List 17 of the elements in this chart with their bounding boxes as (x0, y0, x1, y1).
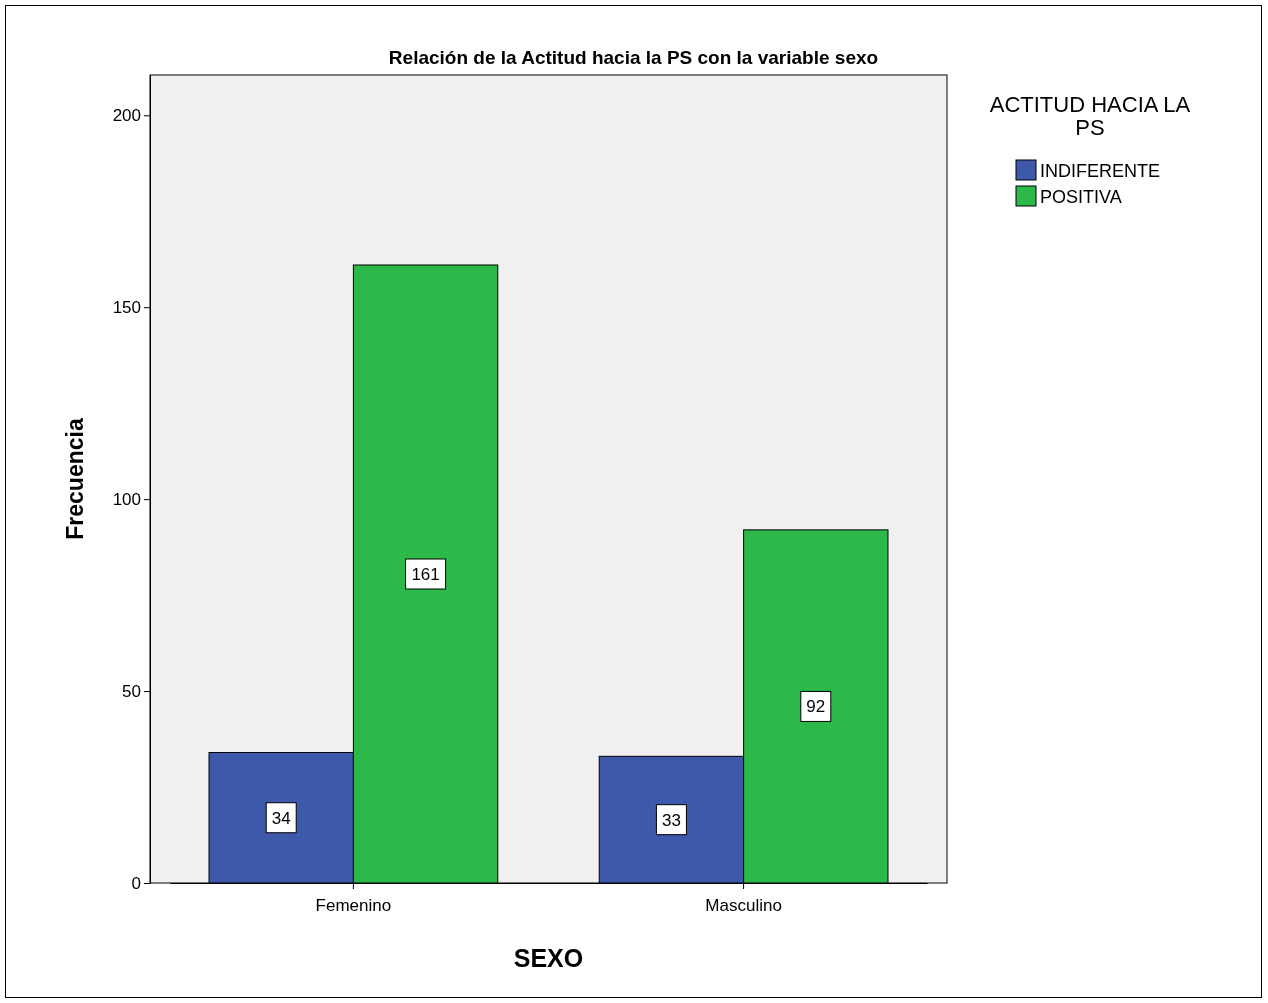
y-tick-label: 50 (122, 682, 141, 702)
data-label: 92 (806, 697, 826, 717)
legend-label: INDIFERENTE (1040, 161, 1161, 181)
legend-label: POSITIVA (1040, 187, 1122, 207)
data-label: 161 (411, 565, 440, 584)
data-label: 33 (661, 810, 681, 830)
y-tick-label: 150 (112, 298, 141, 318)
x-tick-label: Femenino (315, 895, 392, 915)
x-axis-title: SEXO (513, 944, 584, 972)
y-tick-label: 0 (131, 873, 141, 893)
y-axis-title: Frecuencia (62, 418, 88, 540)
y-tick-label: 200 (112, 106, 141, 126)
x-tick-label: Masculino (705, 895, 782, 915)
legend-title: ACTITUD HACIA LA PS (989, 92, 1191, 141)
data-label: 34 (271, 808, 291, 828)
y-tick-label: 100 (112, 490, 141, 510)
chart-title: Relación de la Actitud hacia la PS con la variable sexo (388, 47, 879, 68)
